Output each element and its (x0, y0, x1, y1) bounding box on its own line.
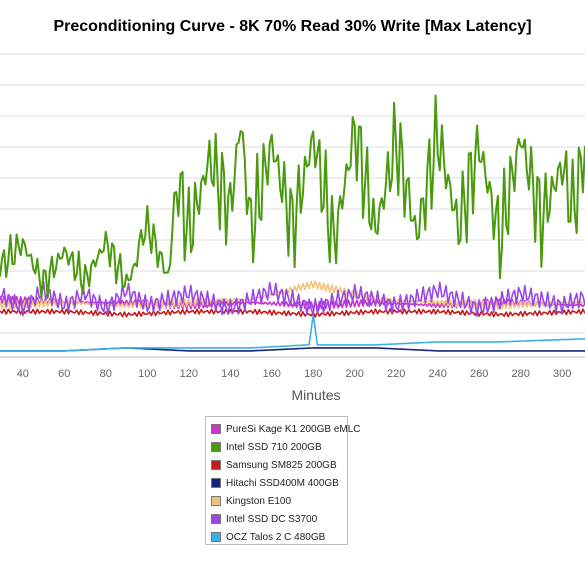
series-line-intel-ssd-dc-s3700 (0, 280, 585, 317)
x-tick-label: 160 (263, 368, 281, 380)
legend-item[interactable]: OCZ Talos 2 C 480GB (211, 528, 347, 546)
legend-label: Kingston E100 (226, 495, 292, 507)
series-line-ocz-talos-2-c-480gb (0, 313, 585, 352)
x-tick-label: 240 (429, 368, 447, 380)
x-tick-label: 80 (100, 368, 112, 380)
x-tick-label: 180 (304, 368, 322, 380)
legend-swatch (211, 424, 221, 434)
x-tick-label: 220 (387, 368, 405, 380)
legend-label: PureSi Kage K1 200GB eMLC (226, 423, 361, 435)
x-tick-label: 300 (553, 368, 571, 380)
x-tick-label: 140 (221, 368, 239, 380)
legend-item[interactable]: Samsung SM825 200GB (211, 456, 347, 474)
legend-item[interactable]: Intel SSD DC S3700 (211, 510, 347, 528)
legend-item[interactable]: Intel SSD 710 200GB (211, 438, 347, 456)
x-axis: 40 60 80 100 120 140 160 180 200 220 240 260 280 300 (17, 368, 572, 380)
legend-item[interactable]: PureSi Kage K1 200GB eMLC (211, 420, 361, 438)
legend-label: Intel SSD DC S3700 (226, 513, 318, 525)
series-layer (0, 94, 585, 352)
x-tick-label: 200 (346, 368, 364, 380)
x-tick-label: 260 (470, 368, 488, 380)
x-axis-title: Minutes (291, 387, 340, 403)
x-tick-label: 60 (58, 368, 70, 380)
legend-swatch (211, 496, 221, 506)
series-line-samsung-sm825-200gb (0, 308, 585, 318)
legend-swatch (211, 532, 221, 542)
legend-swatch (211, 478, 221, 488)
legend-item[interactable]: Hitachi SSD400M 400GB (211, 474, 347, 492)
legend-item[interactable]: Kingston E100 (211, 492, 347, 510)
series-line-intel-ssd-710-200gb (0, 94, 585, 299)
x-tick-label: 40 (17, 368, 29, 380)
legend-swatch (211, 514, 221, 524)
legend-label: Intel SSD 710 200GB (226, 441, 322, 453)
legend-label: Hitachi SSD400M 400GB (226, 477, 339, 489)
legend-swatch (211, 442, 221, 452)
legend-label: OCZ Talos 2 C 480GB (226, 531, 326, 543)
x-tick-label: 280 (512, 368, 530, 380)
series-line-puresi-kage-k1-200gb-emlc (0, 295, 585, 310)
x-tick-label: 120 (180, 368, 198, 380)
legend-swatch (211, 460, 221, 470)
legend-label: Samsung SM825 200GB (226, 459, 337, 471)
legend: PureSi Kage K1 200GB eMLC Intel SSD 710 2… (205, 416, 361, 546)
x-tick-label: 100 (138, 368, 156, 380)
chart-title: Preconditioning Curve - 8K 70% Read 30% … (53, 18, 532, 35)
